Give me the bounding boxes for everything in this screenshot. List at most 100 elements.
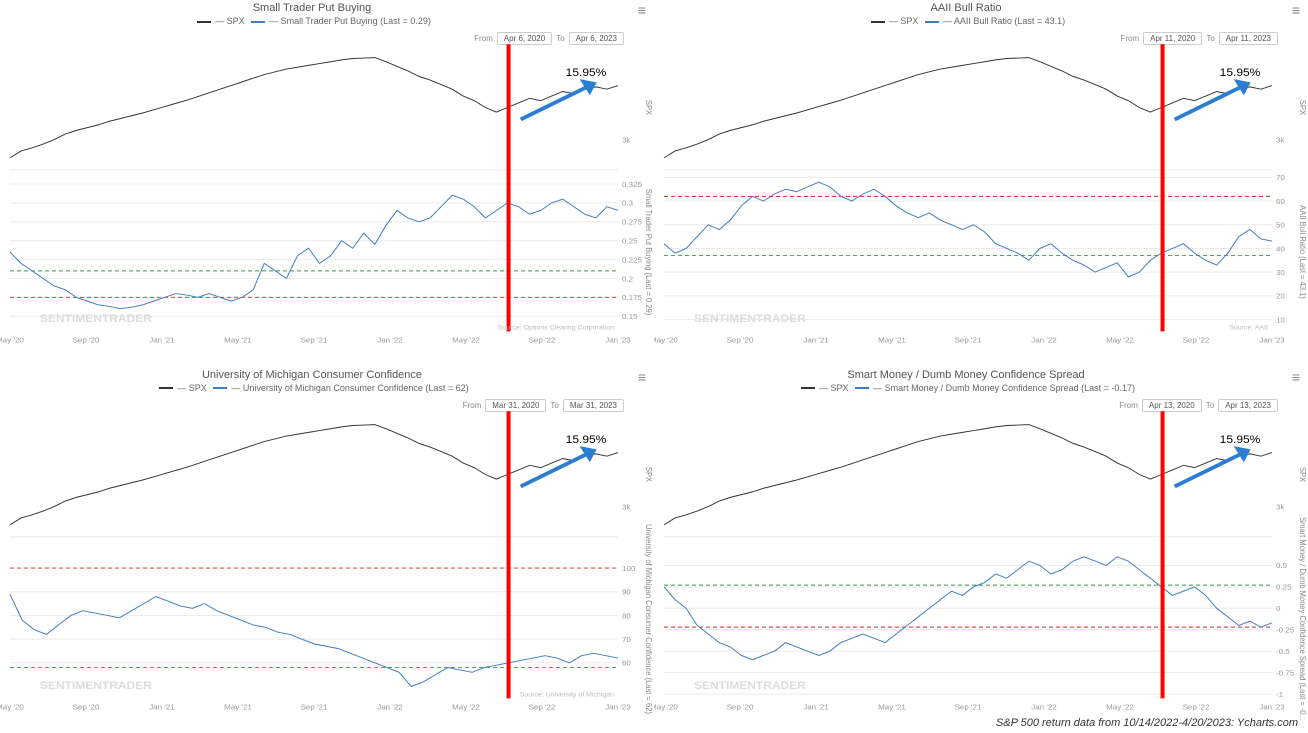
panel-grid: Small Trader Put Buying — SPX — Small Tr… [0,0,1308,733]
x-tick: May '22 [452,702,480,711]
x-tick: Jan '23 [1259,702,1285,711]
date-range: From Apr 6, 2020 To Apr 6, 2023 [474,32,624,45]
x-tick: Jan '21 [803,336,829,345]
to-label: To [1206,401,1214,410]
y-tick: 10 [1276,316,1286,325]
x-tick: Sep '22 [529,336,556,345]
y-tick: 0.325 [622,180,642,189]
x-tick: May '22 [1106,336,1134,345]
chart-legend: — SPX — University of Michigan Consumer … [0,383,624,393]
spx-axis-label: SPX [1298,100,1307,116]
trend-arrow [1175,450,1248,486]
to-label: To [1206,34,1214,43]
y-tick: 0.15 [622,312,638,321]
spx-line [664,424,1272,524]
y-tick: 60 [1276,197,1286,206]
x-tick: Jan '21 [803,702,829,711]
chart-title: AAII Bull Ratio [654,2,1278,14]
chart-area: 607080901003k 15.95% SPX University of M… [10,415,618,714]
date-from-input[interactable]: Apr 11, 2020 [1143,32,1202,45]
x-tick: May '20 [654,336,679,345]
chart-title: Smart Money / Dumb Money Confidence Spre… [654,369,1278,381]
watermark: SENTIMENTRADER [40,679,152,692]
x-tick: May '22 [1106,702,1134,711]
x-tick: May '20 [654,702,679,711]
legend-spx: — SPX [889,16,919,26]
date-from-input[interactable]: Apr 6, 2020 [497,32,552,45]
x-tick: Sep '20 [727,336,755,345]
chart-panel-smart-dumb: Smart Money / Dumb Money Confidence Spre… [654,367,1308,733]
date-from-input[interactable]: Mar 31, 2020 [485,399,546,412]
x-tick: Jan '22 [377,702,403,711]
x-tick: May '20 [0,702,25,711]
x-tick: May '21 [878,702,906,711]
legend-indicator: — Small Trader Put Buying (Last = 0.29) [269,16,431,26]
indicator-line [10,195,618,308]
y-tick: 0.3 [622,199,633,208]
x-tick: Jan '23 [605,336,631,345]
x-tick: Sep '22 [1183,336,1210,345]
y-tick: 100 [622,564,636,573]
x-tick: Sep '22 [529,702,556,711]
indicator-axis-label: Small Trader Put Buying (Last = 0.29) [644,189,653,316]
x-tick: Sep '21 [301,336,328,345]
x-tick: Sep '20 [73,336,101,345]
y-tick: -0.25 [1276,625,1294,634]
return-annotation: 15.95% [566,433,607,446]
y-tick: -1 [1276,690,1283,699]
from-label: From [1120,34,1139,43]
source-label: Source: Options Clearing Corporation [498,325,615,332]
legend-spx: — SPX [177,383,207,393]
x-tick: Jan '23 [605,702,631,711]
x-tick: Sep '21 [955,702,982,711]
x-tick: May '20 [0,336,25,345]
spx-line [664,58,1272,158]
x-tick: Sep '20 [727,702,755,711]
hamburger-icon[interactable]: ≡ [1292,2,1300,18]
return-annotation: 15.95% [1220,66,1261,79]
to-label: To [550,401,558,410]
x-tick: Jan '23 [1259,336,1285,345]
x-tick: Jan '22 [377,336,403,345]
date-range: From Apr 13, 2020 To Apr 13, 2023 [1119,399,1278,412]
date-to-input[interactable]: Apr 13, 2023 [1218,399,1278,412]
legend-spx: — SPX [819,383,849,393]
y-tick: 70 [1276,173,1286,182]
indicator-axis-label: Smart Money / Dumb Money Confidence Spre… [1298,517,1307,721]
hamburger-icon[interactable]: ≡ [1292,369,1300,385]
date-from-input[interactable]: Apr 13, 2020 [1142,399,1202,412]
date-to-input[interactable]: Apr 6, 2023 [569,32,624,45]
y-tick: 20 [1276,292,1286,301]
from-label: From [1119,401,1138,410]
chart-area: 102030405060703k 15.95% SPX AAII Bull Ra… [664,48,1272,347]
y-tick: 0.175 [622,293,642,302]
y-tick: 0.2 [622,274,633,283]
y-tick-spx: 3k [1276,502,1285,511]
legend-spx: — SPX [215,16,245,26]
x-tick: Jan '22 [1031,702,1057,711]
x-tick: May '22 [452,336,480,345]
chart-title: Small Trader Put Buying [0,2,624,14]
y-tick: 40 [1276,244,1286,253]
y-tick: 0.5 [1276,561,1287,570]
date-to-input[interactable]: Apr 11, 2023 [1219,32,1278,45]
hamburger-icon[interactable]: ≡ [638,369,646,385]
chart-panel-aaii: AAII Bull Ratio — SPX — AAII Bull Ratio … [654,0,1308,367]
chart-area: 0.150.1750.20.2250.250.2750.30.3253k 15.… [10,48,618,347]
x-tick: May '21 [224,702,252,711]
date-to-input[interactable]: Mar 31, 2023 [563,399,624,412]
spx-axis-label: SPX [644,466,653,482]
y-tick: 60 [622,658,632,667]
date-range: From Apr 11, 2020 To Apr 11, 2023 [1120,32,1278,45]
hamburger-icon[interactable]: ≡ [638,2,646,18]
y-tick: 0.25 [1276,582,1292,591]
from-label: From [474,34,493,43]
chart-panel-small-trader: Small Trader Put Buying — SPX — Small Tr… [0,0,654,367]
y-tick: 70 [622,635,632,644]
chart-legend: — SPX — Smart Money / Dumb Money Confide… [654,383,1278,393]
y-tick: -0.5 [1276,647,1290,656]
chart-legend: — SPX — AAII Bull Ratio (Last = 43.1) [654,16,1278,26]
chart-legend: — SPX — Small Trader Put Buying (Last = … [0,16,624,26]
to-label: To [556,34,564,43]
y-tick-spx: 3k [1276,136,1285,145]
